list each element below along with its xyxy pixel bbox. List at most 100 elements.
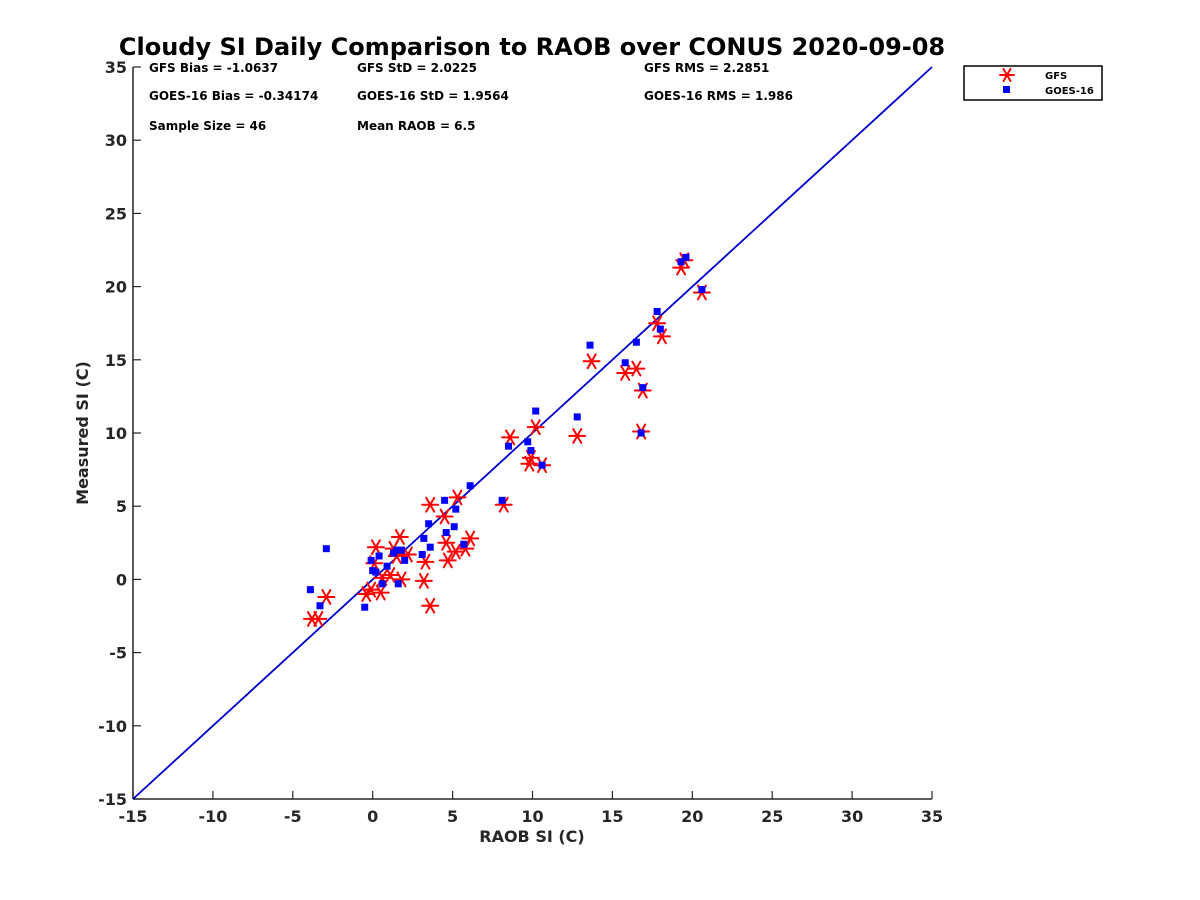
goes16-point (383, 562, 391, 570)
stat-sample-size: Sample Size = 46 (149, 119, 266, 133)
goes16-point (532, 407, 540, 415)
x-tick-label: -15 (119, 807, 148, 826)
gfs-point-shape (371, 584, 390, 601)
goes16-point (621, 359, 629, 367)
gfs-point-shape (309, 611, 328, 627)
gfs-point (437, 534, 456, 551)
goes16-point (426, 543, 434, 551)
goes16-point (420, 534, 428, 542)
goes16-point (682, 253, 690, 261)
goes16-point (372, 568, 380, 576)
data-marks (302, 252, 711, 627)
goes16-point (524, 438, 532, 446)
goes16-point (466, 482, 474, 490)
gfs-series (302, 252, 711, 627)
x-tick-label: 15 (601, 807, 623, 826)
y-tick-label: 10 (105, 424, 127, 443)
gfs-point (582, 353, 601, 370)
goes16-point (460, 540, 468, 548)
legend-gfs-asterisk-shape (999, 67, 1015, 83)
goes16-point (316, 602, 324, 610)
goes16-point (401, 556, 409, 564)
y-tick-label: -5 (109, 644, 127, 663)
y-tick-label: 0 (116, 570, 127, 589)
goes16-point (698, 286, 706, 294)
gfs-point-shape (461, 530, 480, 547)
goes16-series (306, 253, 706, 611)
legend-goes16-label: GOES-16 (1045, 86, 1094, 97)
gfs-point (317, 589, 336, 605)
gfs-point (568, 428, 587, 444)
y-tick-label: 15 (105, 351, 127, 370)
x-tick-label: 20 (681, 807, 703, 826)
gfs-point-shape (317, 589, 336, 605)
gfs-point (362, 581, 381, 598)
stat-goes-rms: GOES-16 RMS = 1.986 (644, 89, 793, 103)
gfs-point (526, 419, 545, 436)
goes16-point (527, 447, 535, 455)
gfs-point-shape (446, 543, 465, 560)
y-tick-label: -15 (98, 790, 127, 809)
gfs-point (414, 572, 433, 589)
gfs-point (366, 539, 385, 556)
gfs-point (438, 552, 457, 569)
gfs-point-shape (390, 529, 409, 545)
x-tick-label: 0 (367, 807, 378, 826)
legend: GFS GOES-16 (963, 65, 1103, 101)
goes16-point (656, 325, 664, 333)
goes16-point (586, 341, 594, 349)
y-tick-label: 35 (105, 58, 127, 77)
stat-gfs-std: GFS StD = 2.0225 (357, 61, 477, 75)
gfs-point-shape (526, 419, 545, 436)
goes16-point (397, 546, 405, 554)
legend-gfs-label: GFS (1045, 71, 1067, 82)
gfs-point (371, 584, 390, 601)
stat-gfs-bias: GFS Bias = -1.0637 (149, 61, 278, 75)
goes16-point (441, 496, 449, 504)
x-tick-label: 30 (841, 807, 863, 826)
stat-goes-bias: GOES-16 Bias = -0.34174 (149, 89, 318, 103)
goes16-point (452, 505, 460, 513)
axes: -15 -10 -5 0 5 10 15 20 25 30 35 -15 -10 -5 0 5 10 15 20 25… (98, 58, 943, 826)
gfs-point (390, 529, 409, 545)
gfs-point (446, 543, 465, 560)
stat-mean-raob: Mean RAOB = 6.5 (357, 119, 475, 133)
gfs-point-shape (568, 428, 587, 444)
gfs-point-shape (627, 360, 646, 377)
goes16-point (653, 307, 661, 315)
goes16-point (505, 442, 513, 450)
stat-gfs-rms: GFS RMS = 2.2851 (644, 61, 769, 75)
gfs-point-shape (421, 496, 440, 513)
legend-gfs-marker (999, 67, 1015, 83)
goes16-point (418, 551, 426, 559)
x-axis-label: RAOB SI (C) (479, 827, 584, 846)
gfs-point (461, 530, 480, 547)
goes16-point (442, 529, 450, 537)
gfs-point (309, 611, 328, 627)
gfs-point-shape (582, 353, 601, 370)
gfs-point-shape (448, 489, 467, 506)
gfs-point-shape (421, 597, 440, 614)
gfs-point-shape (435, 508, 454, 525)
x-tick-label: 10 (521, 807, 543, 826)
goes16-point (393, 546, 401, 554)
y-tick-label: 20 (105, 278, 127, 297)
goes16-point (378, 580, 386, 588)
y-tick-label: 25 (105, 204, 127, 223)
y-axis-label: Measured SI (C) (73, 361, 92, 505)
gfs-point-shape (362, 581, 381, 598)
legend-goes16-marker (1003, 86, 1010, 93)
goes16-point (425, 520, 433, 528)
gfs-point-shape (437, 534, 456, 551)
goes16-point (450, 523, 458, 531)
goes16-point (394, 580, 402, 588)
goes16-point (639, 384, 647, 392)
x-tick-label: -10 (198, 807, 227, 826)
y-tick-label: -10 (98, 717, 127, 736)
gfs-point (435, 508, 454, 525)
y-tick-label: 30 (105, 131, 127, 150)
gfs-point (421, 496, 440, 513)
goes16-point (538, 461, 546, 469)
gfs-point-shape (414, 572, 433, 589)
